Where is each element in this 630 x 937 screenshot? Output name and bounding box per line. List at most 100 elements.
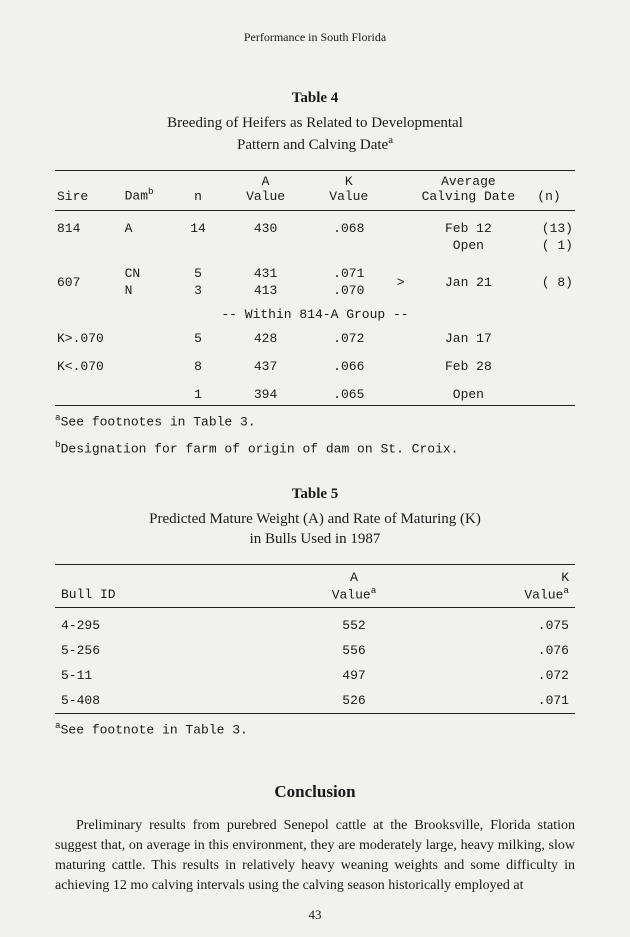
table5-title-line2: in Bulls Used in 1987 [250,531,381,547]
table4-footnote-a: aSee footnotes in Table 3. [55,412,575,429]
cell-a: 556 [263,638,445,663]
cell-acd: Feb 12 [414,210,523,237]
cell-a: 497 [263,663,445,688]
fn-text: Designation for farm of origin of dam on… [61,441,459,456]
col-a-l1: A [262,174,270,189]
col-paren-n: (n) [537,189,560,204]
cell-pn: ( 1) [523,237,575,256]
table-row: 5-11 497 .072 [55,663,575,688]
table4-section-header: -- Within 814-A Group -- [55,301,575,328]
table4-title-sup: a [388,134,393,146]
table5: Bull ID AValuea KValuea 4-295 552 .075 5… [55,564,575,714]
cell-a: 413 [221,282,309,301]
table4-footnote-b: bDesignation for farm of origin of dam o… [55,439,575,456]
cell-id: 4-295 [55,607,263,638]
table4-number: Table 4 [55,90,575,107]
conclusion-heading: Conclusion [55,782,575,802]
table-row: K<.070 8 437 .066 Feb 28 [55,349,575,377]
col-sire: Sire [57,189,88,204]
table4-title-line1: Breeding of Heifers as Related to Develo… [167,115,463,131]
cell-acd: Open [414,377,523,406]
cell-gt: > [388,256,414,301]
col-k-l1: K [345,174,353,189]
table5-title-line1: Predicted Mature Weight (A) and Rate of … [149,511,481,527]
running-header: Performance in South Florida [55,30,575,45]
cell-k: .071 [310,256,388,282]
cell-k: .075 [445,607,575,638]
col-k-sup: a [563,585,569,596]
cell-dam: A [123,210,175,237]
cell-sire: 814 [55,210,123,237]
col-n: n [194,189,202,204]
cell-k: .070 [310,282,388,301]
col-k-l2: Value [524,587,563,602]
table-row: 607 CN 5 431 .071 > Jan 21 ( 8) [55,256,575,282]
cell-k: .072 [310,328,388,349]
fn-text: See footnote in Table 3. [61,722,248,737]
col-a-l2: Value [246,189,285,204]
cell-a: 428 [221,328,309,349]
cell-acd: Jan 17 [414,328,523,349]
cell-id: 5-408 [55,688,263,714]
cell-acd: Jan 21 [414,256,523,301]
table5-title: Predicted Mature Weight (A) and Rate of … [55,509,575,550]
cell-a: 431 [221,256,309,282]
col-acd-l1: Average [441,174,496,189]
col-id: Bull ID [61,587,116,602]
table4-section-header-row: -- Within 814-A Group -- [55,301,575,328]
cell-sire: 607 [55,256,123,301]
table-row: 5-408 526 .071 [55,688,575,714]
cell-a: 430 [221,210,309,237]
cell-n: 3 [175,282,222,301]
cell-k: .076 [445,638,575,663]
page-number: 43 [0,907,630,923]
table5-number: Table 5 [55,486,575,503]
cell-a: 437 [221,349,309,377]
conclusion-paragraph: Preliminary results from purebred Senepo… [55,816,575,896]
cell-sire: K<.070 [55,349,175,377]
table-row: 814 A 14 430 .068 Feb 12 (13) [55,210,575,237]
col-a-l2: Value [332,587,371,602]
cell-sire: K>.070 [55,328,175,349]
cell-n: 1 [175,377,222,406]
cell-a: 526 [263,688,445,714]
cell-pn: (13) [523,210,575,237]
col-acd-l2: Calving Date [422,189,516,204]
cell-a: 394 [221,377,309,406]
table5-footnote: aSee footnote in Table 3. [55,720,575,737]
table4: Sire Damb n AValue KValue AverageCalving… [55,170,575,406]
table-row: Open ( 1) [55,237,575,256]
cell-dam: CN [123,256,175,282]
cell-id: 5-11 [55,663,263,688]
cell-n: 5 [175,256,222,282]
col-dam: Dam [125,189,148,204]
cell-pn: ( 8) [523,256,575,301]
cell-a: 552 [263,607,445,638]
cell-k: .071 [445,688,575,714]
cell-dam: N [123,282,175,301]
col-k-l2: Value [329,189,368,204]
table5-header-row: Bull ID AValuea KValuea [55,564,575,607]
cell-acd: Open [414,237,523,256]
cell-n: 5 [175,328,222,349]
cell-k: .065 [310,377,388,406]
table-row: 5-256 556 .076 [55,638,575,663]
table4-title-line2: Pattern and Calving Date [237,137,388,153]
table4-title: Breeding of Heifers as Related to Develo… [55,113,575,156]
table-row: 1 394 .065 Open [55,377,575,406]
cell-n: 14 [175,210,222,237]
table-row: K>.070 5 428 .072 Jan 17 [55,328,575,349]
col-a-sup: a [371,585,377,596]
table-row: 4-295 552 .075 [55,607,575,638]
cell-sire [55,377,175,406]
col-k-l1: K [561,570,569,585]
col-dam-sup: b [148,186,154,197]
fn-text: See footnotes in Table 3. [61,414,256,429]
cell-acd: Feb 28 [414,349,523,377]
col-a-l1: A [350,570,358,585]
cell-k: .072 [445,663,575,688]
cell-n: 8 [175,349,222,377]
cell-id: 5-256 [55,638,263,663]
cell-k: .068 [310,210,388,237]
table4-header-row: Sire Damb n AValue KValue AverageCalving… [55,170,575,210]
